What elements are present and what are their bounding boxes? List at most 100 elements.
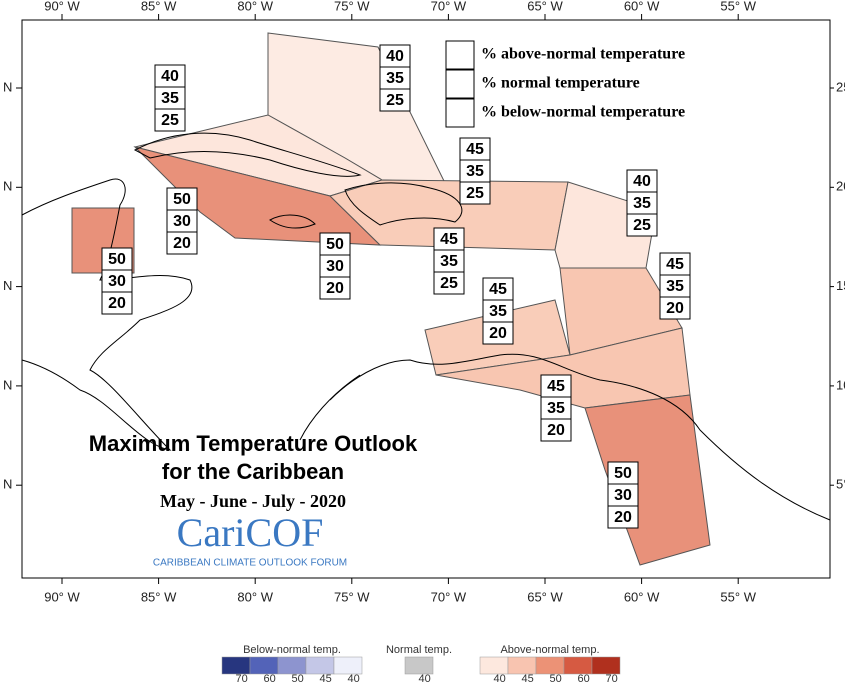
colorbar-swatch xyxy=(404,656,434,675)
probability: 35 xyxy=(633,195,651,212)
lon-label: 75° W xyxy=(334,0,370,13)
key-text: % below-normal temperature xyxy=(481,104,685,121)
colorbar-title: Above-normal temp. xyxy=(500,644,599,656)
lon-label: 65° W xyxy=(527,589,563,604)
probability: 20 xyxy=(108,295,126,312)
lon-label: 90° W xyxy=(44,589,80,604)
lon-label: 75° W xyxy=(334,589,370,604)
probability: 35 xyxy=(161,90,179,107)
probability: 35 xyxy=(466,163,484,180)
probability: 30 xyxy=(173,213,191,230)
probability: 25 xyxy=(440,275,458,292)
map-frame xyxy=(21,19,831,579)
lon-label: 60° W xyxy=(624,0,660,13)
coastlines xyxy=(21,132,831,521)
colorbar-label: 40 xyxy=(418,673,430,684)
colorbar-label: 50 xyxy=(549,673,561,684)
probability-cell xyxy=(154,108,186,132)
probability: 45 xyxy=(489,281,507,298)
lat-label: N xyxy=(3,278,12,293)
key-box xyxy=(445,69,475,99)
probability: 20 xyxy=(326,280,344,297)
probability: 20 xyxy=(614,509,632,526)
probability: 30 xyxy=(326,258,344,275)
colorbar-swatch xyxy=(277,656,307,675)
colorbar-swatch xyxy=(563,656,593,675)
colorbar-swatch xyxy=(249,656,279,675)
colorbar-swatch xyxy=(333,656,363,675)
probability: 25 xyxy=(633,217,651,234)
probability-cell xyxy=(482,321,514,345)
colorbar-swatch xyxy=(479,656,509,675)
probability: 35 xyxy=(440,253,458,270)
key-box xyxy=(445,40,475,70)
colorbar-title: Below-normal temp. xyxy=(243,644,341,656)
probability: 35 xyxy=(547,400,565,417)
probability: 45 xyxy=(666,256,684,273)
lon-label: 60° W xyxy=(624,589,660,604)
colorbar-label: 40 xyxy=(347,673,359,684)
colorbar-swatch xyxy=(507,656,537,675)
lon-label: 70° W xyxy=(431,589,467,604)
probability: 35 xyxy=(386,70,404,87)
colorbar-label: 60 xyxy=(577,673,589,684)
colorbar-label: 45 xyxy=(521,673,533,684)
probability: 20 xyxy=(666,300,684,317)
probability: 40 xyxy=(633,173,651,190)
colorbar-swatch xyxy=(305,656,335,675)
title: for the Caribbean xyxy=(162,459,344,484)
probability-cell xyxy=(166,231,198,255)
probability: 20 xyxy=(489,325,507,342)
probability-cell xyxy=(101,291,133,315)
lon-label: 55° W xyxy=(720,589,756,604)
colorbar-label: 70 xyxy=(235,673,247,684)
probability: 20 xyxy=(547,422,565,439)
logo-subtitle: CARIBBEAN CLIMATE OUTLOOK FORUM xyxy=(153,558,347,569)
lat-label: N xyxy=(3,179,12,194)
colorbar-swatch xyxy=(221,656,251,675)
lon-label: 65° W xyxy=(527,0,563,13)
probability: 45 xyxy=(466,141,484,158)
probability-cell xyxy=(659,296,691,320)
probability: 40 xyxy=(161,68,179,85)
probability: 30 xyxy=(108,273,126,290)
lon-label: 55° W xyxy=(720,0,756,13)
lon-label: 80° W xyxy=(237,589,273,604)
season: May - June - July - 2020 xyxy=(160,491,346,511)
probability: 50 xyxy=(614,465,632,482)
colorbar-label: 70 xyxy=(605,673,617,684)
probability-cell xyxy=(540,418,572,442)
lat-label: N xyxy=(3,477,12,492)
lat-label: 10 xyxy=(836,377,845,392)
probability-cell xyxy=(459,181,491,205)
probability: 40 xyxy=(386,48,404,65)
zone xyxy=(584,394,711,566)
probability: 50 xyxy=(108,251,126,268)
colorbar-label: 50 xyxy=(291,673,303,684)
probability: 35 xyxy=(489,303,507,320)
probability: 45 xyxy=(547,378,565,395)
lon-label: 85° W xyxy=(141,589,177,604)
probability-cell xyxy=(626,213,658,237)
key-box xyxy=(445,98,475,128)
lon-label: 85° W xyxy=(141,0,177,13)
probability: 30 xyxy=(614,487,632,504)
probability: 35 xyxy=(666,278,684,295)
probability: 45 xyxy=(440,231,458,248)
probability: 25 xyxy=(161,112,179,129)
probability: 20 xyxy=(173,235,191,252)
probability: 25 xyxy=(466,185,484,202)
key-text: % normal temperature xyxy=(481,75,640,92)
lat-label: 20 xyxy=(836,179,845,194)
colorbar-label: 45 xyxy=(319,673,331,684)
colorbar-swatch xyxy=(591,656,621,675)
lat-label: N xyxy=(3,377,12,392)
logo: CariCOF xyxy=(177,510,324,555)
probability-cell xyxy=(379,88,411,112)
key-text: % above-normal temperature xyxy=(481,46,685,63)
lon-label: 70° W xyxy=(431,0,467,13)
colorbar-label: 60 xyxy=(263,673,275,684)
probability-cell xyxy=(433,271,465,295)
lat-label: 25 xyxy=(836,79,845,94)
